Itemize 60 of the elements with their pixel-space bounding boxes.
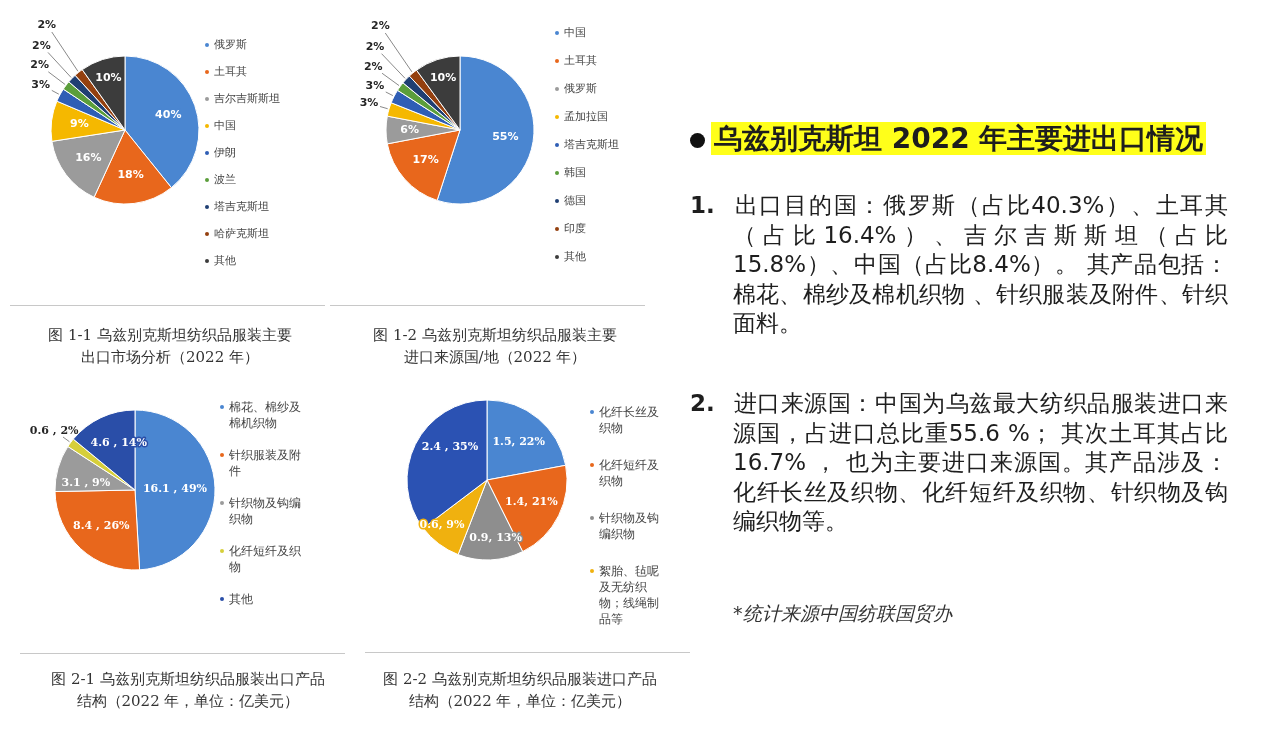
data-label: 6% bbox=[400, 122, 420, 136]
data-label: 1.5, 22% bbox=[492, 434, 546, 448]
data-label: 3% bbox=[359, 96, 379, 110]
legend-label: 哈萨克斯坦 bbox=[214, 226, 270, 242]
legend-label: 俄罗斯 bbox=[564, 81, 598, 97]
data-label: 16% bbox=[75, 150, 102, 164]
text: 图 1-2 乌兹别克斯坦纺织品服装主要进口来源国/地（2022 年） bbox=[373, 326, 617, 366]
data-label: 2% bbox=[30, 58, 49, 72]
data-label: 9% bbox=[70, 117, 89, 131]
legend-label: 化纤短纤及织物 bbox=[229, 543, 302, 575]
legend-label: 吉尔吉斯斯坦 bbox=[214, 91, 281, 107]
legend-label: 塔吉克斯坦 bbox=[214, 199, 270, 215]
data-label: 0.6 , 2% bbox=[29, 423, 80, 437]
text: 乌兹别克斯坦 2022 年主要进出口情况 bbox=[711, 122, 1207, 155]
data-label: 3.1 , 9% bbox=[61, 476, 111, 490]
data-label: 2.4 , 35% bbox=[421, 439, 479, 453]
data-label: 3% bbox=[31, 77, 50, 91]
legend-label: 塔吉克斯坦 bbox=[564, 137, 620, 153]
data-label: 2% bbox=[363, 59, 383, 73]
data-label: 2% bbox=[32, 38, 51, 52]
legend-label: 针织物及钩编织物 bbox=[599, 510, 660, 542]
data-label: 16.1 , 49% bbox=[142, 481, 208, 495]
text: 图 2-1 乌兹别克斯坦纺织品服装出口产品结构（2022 年，单位：亿美元） bbox=[51, 670, 325, 710]
legend-label: 棉花、棉纱及棉机织物 bbox=[229, 399, 302, 431]
text: 图 2-2 乌兹别克斯坦纺织品服装进口产品结构（2022 年，单位：亿美元） bbox=[383, 670, 657, 710]
legend-label: 针织物及钩编织物 bbox=[229, 495, 302, 527]
legend-label: 土耳其 bbox=[564, 53, 598, 69]
text: *统计来源中国纺联国贸办 bbox=[733, 602, 952, 624]
data-label: 18% bbox=[117, 168, 144, 182]
data-label: 10% bbox=[429, 70, 457, 84]
data-label: 40% bbox=[155, 107, 182, 121]
legend-label: 韩国 bbox=[564, 165, 587, 181]
data-label: 8.4 , 26% bbox=[73, 519, 131, 533]
text: 1. 出口目的国：俄罗斯（占比40.3%）、土耳其（占比16.4%）、吉尔吉斯斯坦（占比15.8%）、中国（占比8.4%）。 其产品包括：棉花、棉纱及棉机织物 、针织服装及附件、针织面料。 bbox=[690, 191, 1228, 336]
legend-label: 孟加拉国 bbox=[564, 109, 609, 125]
text: 图 1-1 乌兹别克斯坦纺织品服装主要出口市场分析（2022 年） bbox=[48, 326, 292, 366]
data-label: 55% bbox=[492, 130, 519, 144]
data-label: 1.4, 21% bbox=[505, 494, 559, 508]
legend-label: 俄罗斯 bbox=[214, 37, 248, 53]
data-label: 10% bbox=[95, 70, 122, 84]
legend-label: 其他 bbox=[229, 591, 254, 607]
data-label: 3% bbox=[365, 79, 385, 93]
legend-label: 伊朗 bbox=[214, 145, 237, 161]
legend-label: 化纤短纤及织物 bbox=[599, 457, 660, 489]
legend-label: 其他 bbox=[214, 253, 237, 269]
legend-label: 印度 bbox=[564, 221, 587, 237]
data-label: 2% bbox=[365, 40, 385, 54]
legend-label: 土耳其 bbox=[214, 64, 248, 80]
legend-label: 德国 bbox=[564, 193, 587, 209]
legend-label: 波兰 bbox=[214, 172, 237, 188]
legend-label: 其他 bbox=[564, 249, 587, 265]
text: 2. 进口来源国：中国为乌兹最大纺织品服装进口来源国，占进口总比重55.6 %； 其次土耳其占比16.7% ， 也为主要进口来源国。其产品涉及：化纤长丝及织物、化纤短纤及织物、针织物及钩编织物等。 bbox=[690, 389, 1228, 534]
data-label: 17% bbox=[412, 153, 439, 167]
data-label: 2% bbox=[37, 18, 57, 32]
legend-label: 中国 bbox=[564, 25, 587, 41]
legend-label: 针织服装及附件 bbox=[229, 447, 302, 479]
legend-label: 化纤长丝及织物 bbox=[599, 404, 660, 436]
legend-label: 中国 bbox=[214, 118, 237, 134]
data-label: 2% bbox=[370, 19, 390, 33]
legend-label: 絮胎、毡呢及无纺织物；线绳制品等 bbox=[599, 563, 660, 627]
